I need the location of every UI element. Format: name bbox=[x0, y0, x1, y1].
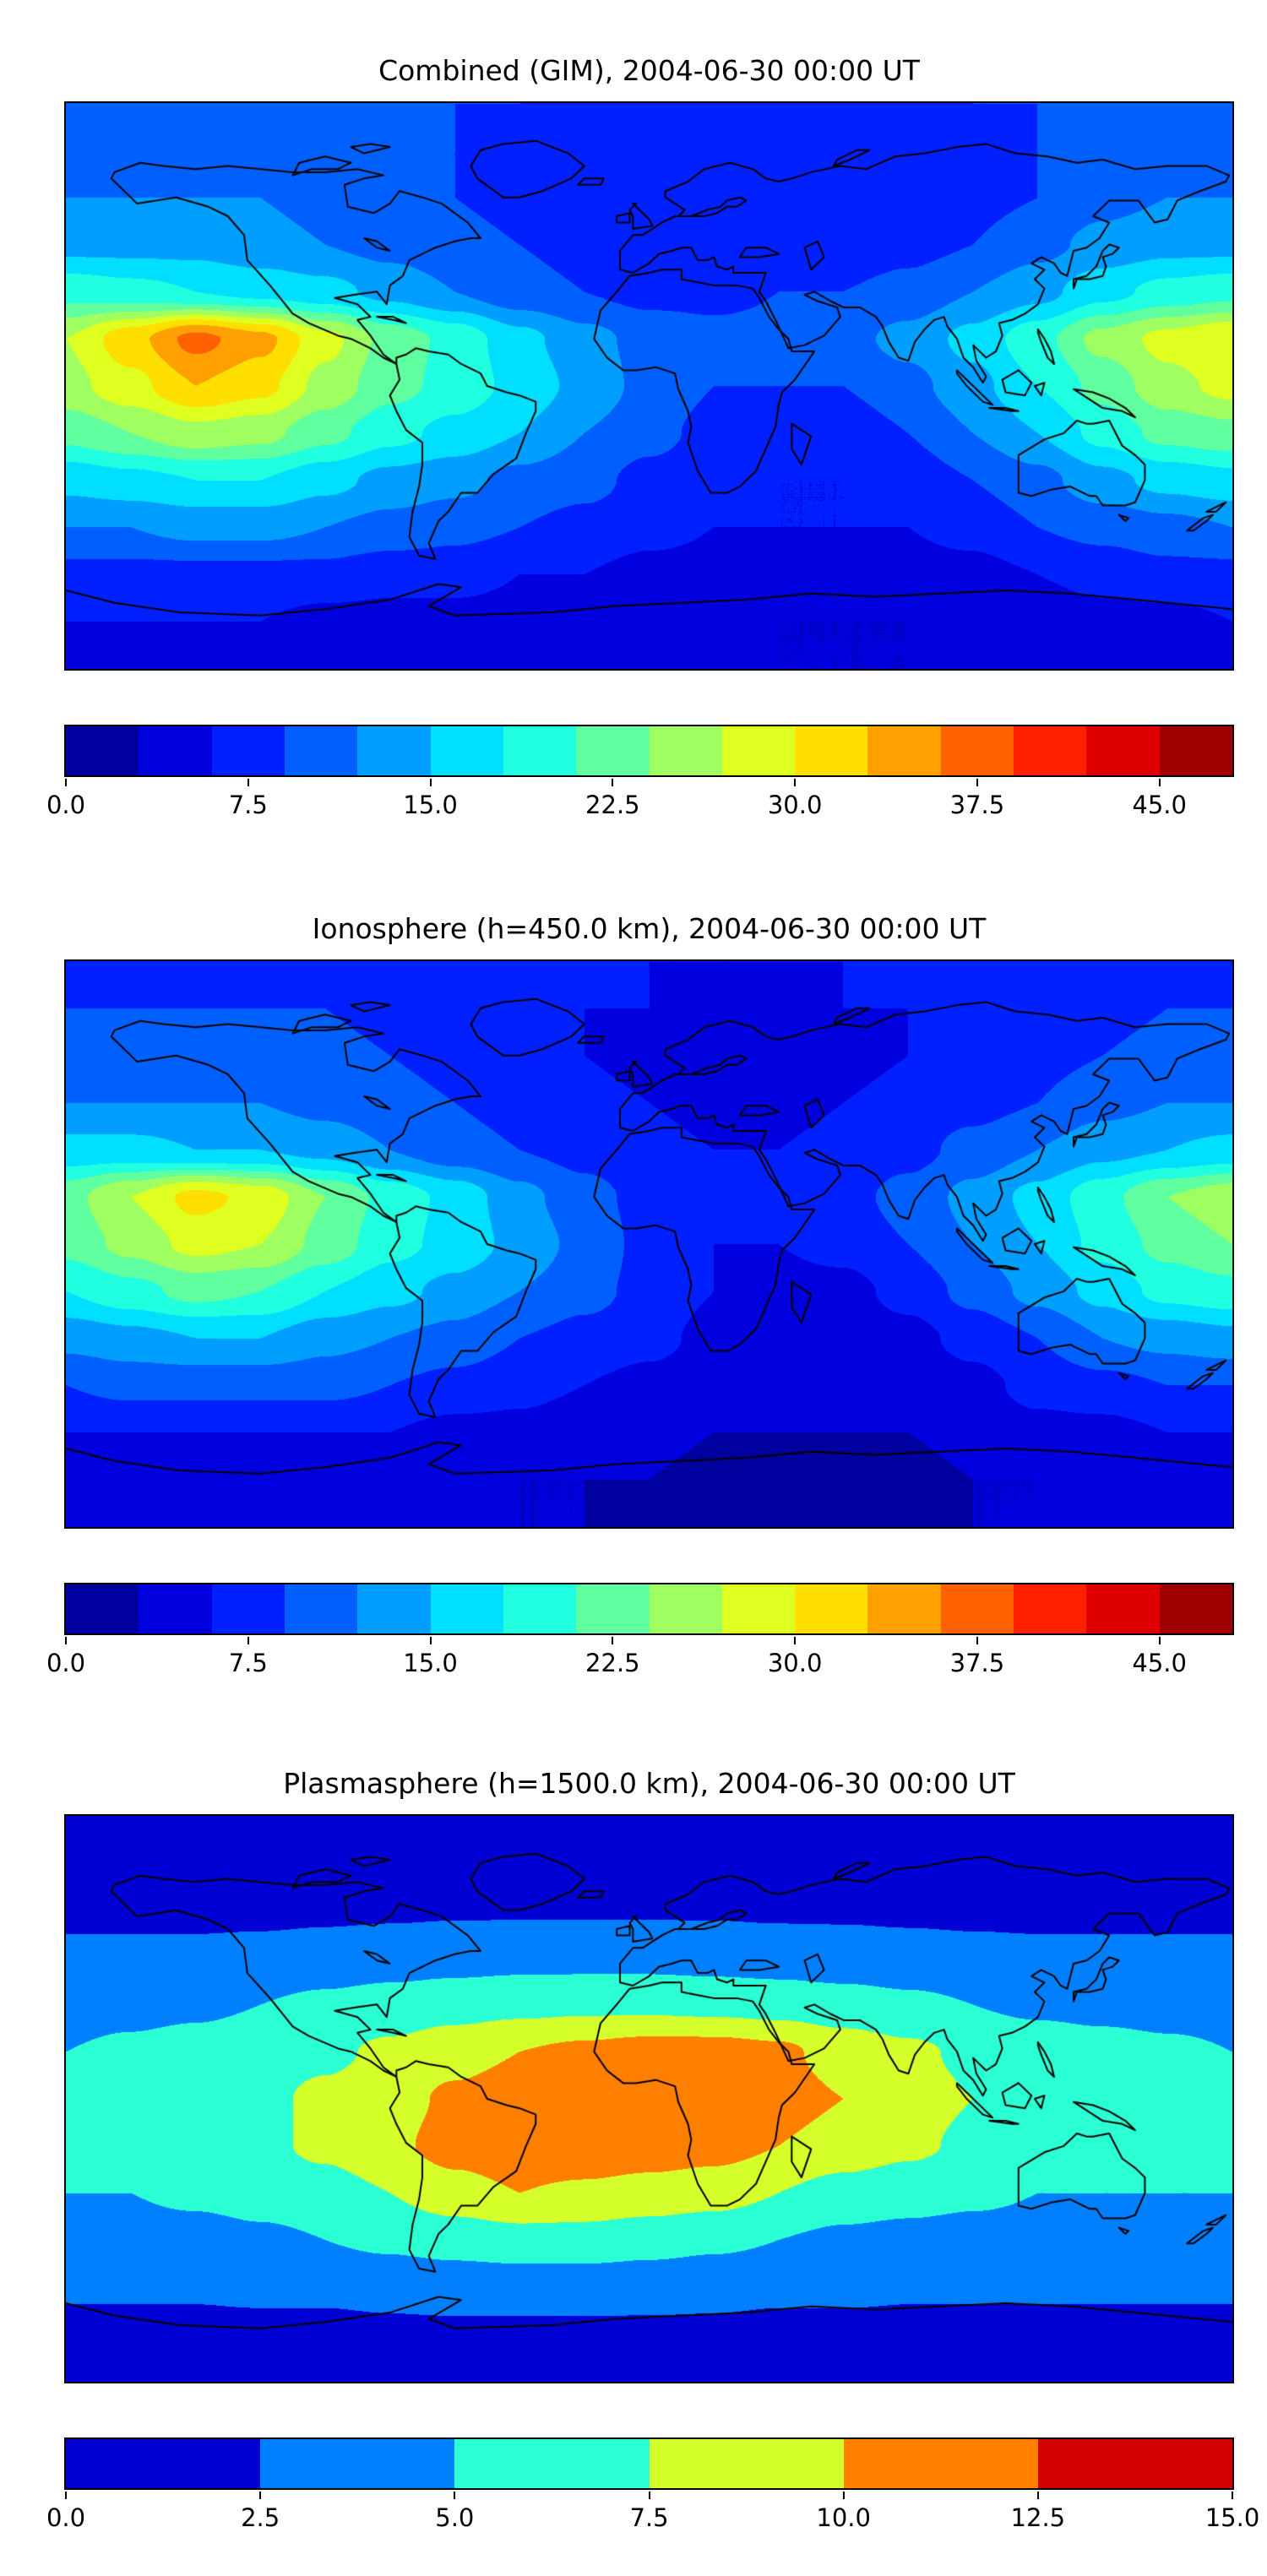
colorbar-cell bbox=[139, 1584, 212, 1633]
map-canvas-combined bbox=[64, 101, 1234, 671]
colorbar-cell bbox=[357, 726, 431, 775]
colorbar-ticks-plasmasphere bbox=[65, 2492, 1233, 2500]
colorbar-cell bbox=[430, 1584, 503, 1633]
colorbar-tick bbox=[65, 1637, 67, 1644]
colorbar-cell bbox=[1086, 1584, 1160, 1633]
panel-title-plasmasphere: Plasmasphere (h=1500.0 km), 2004-06-30 0… bbox=[283, 1767, 1015, 1800]
colorbar-cell bbox=[211, 1584, 285, 1633]
colorbar-cell bbox=[1014, 1584, 1087, 1633]
colorbar-tick bbox=[976, 1637, 978, 1644]
colorbar-tick-label: 22.5 bbox=[585, 1649, 640, 1677]
colorbar-tick-label: 45.0 bbox=[1132, 791, 1187, 819]
colorbar-tick bbox=[1158, 779, 1161, 786]
colorbar-tick-label: 0.0 bbox=[46, 1649, 86, 1677]
colorbar-combined bbox=[64, 725, 1234, 777]
colorbar-cell bbox=[649, 726, 722, 775]
colorbar-tick bbox=[1158, 1637, 1161, 1644]
colorbar-cell bbox=[867, 726, 941, 775]
colorbar-cell bbox=[211, 726, 285, 775]
colorbar-cell bbox=[503, 726, 577, 775]
colorbar-cell bbox=[940, 726, 1014, 775]
colorbar-cell bbox=[649, 2439, 844, 2488]
colorbar-tick-label: 7.5 bbox=[629, 2503, 669, 2532]
colorbar-labels-ionosphere: 0.0 7.5 15.0 22.5 30.0 37.5 45.0 bbox=[46, 1649, 1232, 1681]
colorbar-tick bbox=[454, 2492, 456, 2499]
colorbar-cell bbox=[1037, 2439, 1233, 2488]
colorbar-tick bbox=[247, 1637, 249, 1644]
colorbar-cell bbox=[357, 1584, 431, 1633]
colorbar-tick-label: 7.5 bbox=[228, 1649, 268, 1677]
colorbar-tick bbox=[65, 779, 67, 786]
colorbar-cell bbox=[576, 1584, 650, 1633]
colorbar-tick bbox=[794, 779, 797, 786]
colorbar-tick bbox=[247, 779, 249, 786]
colorbar-tick bbox=[429, 779, 432, 786]
colorbar-tick-label: 15.0 bbox=[1204, 2503, 1260, 2532]
colorbar-cell bbox=[430, 726, 503, 775]
panel-plasmasphere: Plasmasphere (h=1500.0 km), 2004-06-30 0… bbox=[0, 1765, 1267, 2576]
colorbar-labels-combined: 0.0 7.5 15.0 22.5 30.0 37.5 45.0 bbox=[46, 791, 1232, 823]
colorbar-cell bbox=[260, 2439, 455, 2488]
colorbar-cell bbox=[66, 726, 139, 775]
colorbar-tick-label: 5.0 bbox=[435, 2503, 475, 2532]
colorbar-tick bbox=[65, 2492, 67, 2499]
colorbar-cell bbox=[139, 726, 212, 775]
colorbar-cell bbox=[1014, 726, 1087, 775]
colorbar-tick-label: 22.5 bbox=[585, 791, 640, 819]
colorbar-ticks-combined bbox=[65, 779, 1232, 787]
colorbar-tick-label: 12.5 bbox=[1010, 2503, 1066, 2532]
colorbar-tick-label: 7.5 bbox=[228, 791, 268, 819]
colorbar-cell bbox=[721, 726, 796, 775]
colorbar-labels-plasmasphere: 0.0 2.5 5.0 7.5 10.0 12.5 15.0 bbox=[46, 2503, 1259, 2535]
colorbar-tick-label: 2.5 bbox=[241, 2503, 280, 2532]
map-canvas-plasmasphere bbox=[64, 1814, 1234, 2383]
colorbar-tick bbox=[976, 779, 978, 786]
colorbar-tick bbox=[794, 1637, 797, 1644]
panel-combined: Combined (GIM), 2004-06-30 00:00 UT 0.0 7… bbox=[0, 52, 1267, 863]
colorbar-cell bbox=[649, 1584, 722, 1633]
map-canvas-ionosphere bbox=[64, 959, 1234, 1529]
colorbar-tick bbox=[612, 779, 614, 786]
colorbar-tick-label: 10.0 bbox=[816, 2503, 871, 2532]
colorbar-tick bbox=[1036, 2492, 1039, 2499]
colorbar-tick-label: 15.0 bbox=[403, 791, 458, 819]
colorbar-cell bbox=[284, 726, 358, 775]
colorbar-cell bbox=[503, 1584, 577, 1633]
colorbar-tick bbox=[259, 2492, 262, 2499]
colorbar-ionosphere bbox=[64, 1583, 1234, 1635]
colorbar-tick bbox=[1232, 2492, 1233, 2499]
panel-title-combined: Combined (GIM), 2004-06-30 00:00 UT bbox=[378, 54, 920, 87]
colorbar-tick bbox=[612, 1637, 614, 1644]
colorbar-tick bbox=[429, 1637, 432, 1644]
colorbar-tick-label: 37.5 bbox=[949, 791, 1005, 819]
colorbar-tick-label: 30.0 bbox=[767, 1649, 823, 1677]
colorbar-cell bbox=[867, 1584, 941, 1633]
panel-title-ionosphere: Ionosphere (h=450.0 km), 2004-06-30 00:0… bbox=[312, 912, 987, 945]
colorbar-cell bbox=[1086, 726, 1160, 775]
colorbar-tick-label: 30.0 bbox=[767, 791, 823, 819]
colorbar-tick-label: 0.0 bbox=[46, 791, 86, 819]
colorbar-cell bbox=[940, 1584, 1014, 1633]
colorbar-cell bbox=[1159, 1584, 1232, 1633]
colorbar-cell bbox=[66, 1584, 139, 1633]
colorbar-cell bbox=[721, 1584, 796, 1633]
panel-ionosphere: Ionosphere (h=450.0 km), 2004-06-30 00:0… bbox=[0, 910, 1267, 1721]
colorbar-tick-label: 0.0 bbox=[46, 2503, 86, 2532]
colorbar-cell bbox=[284, 1584, 358, 1633]
colorbar-cell bbox=[843, 2439, 1038, 2488]
colorbar-cell bbox=[454, 2439, 650, 2488]
colorbar-plasmasphere bbox=[64, 2437, 1234, 2490]
colorbar-tick bbox=[842, 2492, 845, 2499]
colorbar-tick-label: 37.5 bbox=[949, 1649, 1005, 1677]
colorbar-ticks-ionosphere bbox=[65, 1637, 1232, 1645]
colorbar-tick-label: 45.0 bbox=[1132, 1649, 1187, 1677]
colorbar-cell bbox=[795, 1584, 868, 1633]
colorbar-cell bbox=[795, 726, 868, 775]
colorbar-tick bbox=[648, 2492, 650, 2499]
colorbar-cell bbox=[66, 2439, 261, 2488]
colorbar-cell bbox=[1159, 726, 1232, 775]
colorbar-tick-label: 15.0 bbox=[403, 1649, 458, 1677]
colorbar-cell bbox=[576, 726, 650, 775]
